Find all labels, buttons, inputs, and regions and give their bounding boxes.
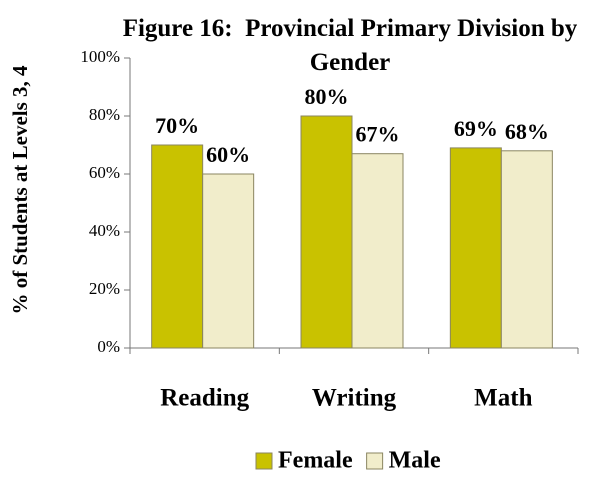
y-axis-label: % of Students at Levels 3, 4 [8,65,32,315]
data-label: 70% [155,113,199,138]
bar [300,115,353,349]
y-tick-label: 0% [97,337,120,356]
x-tick-label: Reading [160,385,249,412]
y-tick-label: 80% [89,105,120,124]
x-tick-label: Math [474,385,532,412]
bar [151,144,204,349]
y-tick-label: 40% [89,221,120,240]
legend-label: Male [389,448,441,474]
data-label: 60% [206,142,250,167]
data-label: 67% [356,122,400,147]
x-tick-label: Writing [312,385,397,412]
bar [202,173,255,349]
bar [351,153,404,349]
legend-swatch [366,452,384,470]
data-label: 68% [505,119,549,144]
y-tick-label: 20% [89,279,120,298]
legend-label: Female [278,448,353,474]
data-label: 80% [305,84,349,109]
bar [449,147,502,349]
y-tick-label: 60% [89,163,120,182]
data-label: 69% [454,116,498,141]
chart-title: Figure 16: Provincial Primary Division b… [122,15,584,76]
y-tick-label: 100% [80,47,120,66]
bar [500,150,553,349]
legend-swatch [255,452,273,470]
